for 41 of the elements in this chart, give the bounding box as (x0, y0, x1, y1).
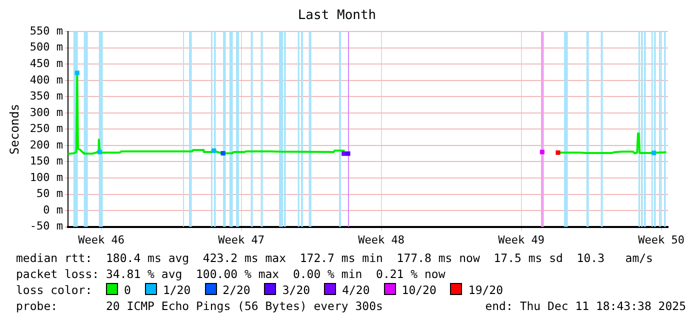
y-tick-label: 200 m (30, 138, 64, 152)
point (652, 150, 656, 156)
y-tick-label: 250 m (30, 122, 64, 136)
x-tick-label: Week 46 (78, 233, 125, 246)
x-tick-label: Week 47 (218, 233, 265, 246)
y-tick-label: 150 m (30, 154, 64, 168)
legend-label: 1/20 (162, 283, 191, 297)
x-tick-label: Week 49 (498, 233, 545, 246)
y-tick-label: 500 m (30, 40, 64, 54)
point (556, 150, 560, 155)
text: median rtt: 180.4 ms avg 423.2 ms max 172.7 ms min 177.8 ms now 17.5 ms sd 10.3 am/s (16, 250, 654, 266)
point (220, 151, 226, 156)
y-tick-label: 400 m (30, 73, 64, 86)
y-tick-label: 50 m (36, 187, 64, 200)
y-tick-label: 300 m (30, 106, 64, 119)
text: probe: 20 ICMP Echo Pings (56 Bytes) every 300s (16, 299, 383, 313)
legend-label: 2/20 (222, 283, 250, 297)
point (74, 70, 80, 76)
y-tick-label: 450 m (30, 56, 64, 70)
y-tick-label: -50 m (30, 220, 64, 233)
point (97, 150, 102, 154)
y-axis-title: Seconds (7, 104, 22, 154)
legend-label: 19/20 (467, 283, 504, 297)
text: end: Thu Dec 11 18:43:38 2025 (485, 298, 686, 314)
y-tick-label: 350 m (30, 90, 64, 103)
legend-label: 3/20 (281, 283, 310, 297)
x-tick-label: Week 48 (358, 233, 405, 246)
point (212, 148, 216, 153)
point (346, 151, 350, 156)
y-tick-label: 100 m (30, 170, 64, 184)
legend-title: loss color: (16, 283, 94, 297)
x-tick-label: Week 50 (638, 233, 685, 246)
chart-title: Last Month (298, 8, 376, 24)
point (540, 150, 544, 154)
text: packet loss: 34.81 % avg 100.00 % max 0.00 % min 0.21 % now (16, 266, 446, 282)
y-tick-label: 550 m (30, 24, 64, 38)
point (342, 151, 346, 156)
legend-label: 4/20 (341, 283, 370, 297)
legend-label: 0 (123, 283, 131, 297)
legend-label: 10/20 (400, 283, 436, 297)
y-tick-label: 0 m (43, 203, 64, 216)
